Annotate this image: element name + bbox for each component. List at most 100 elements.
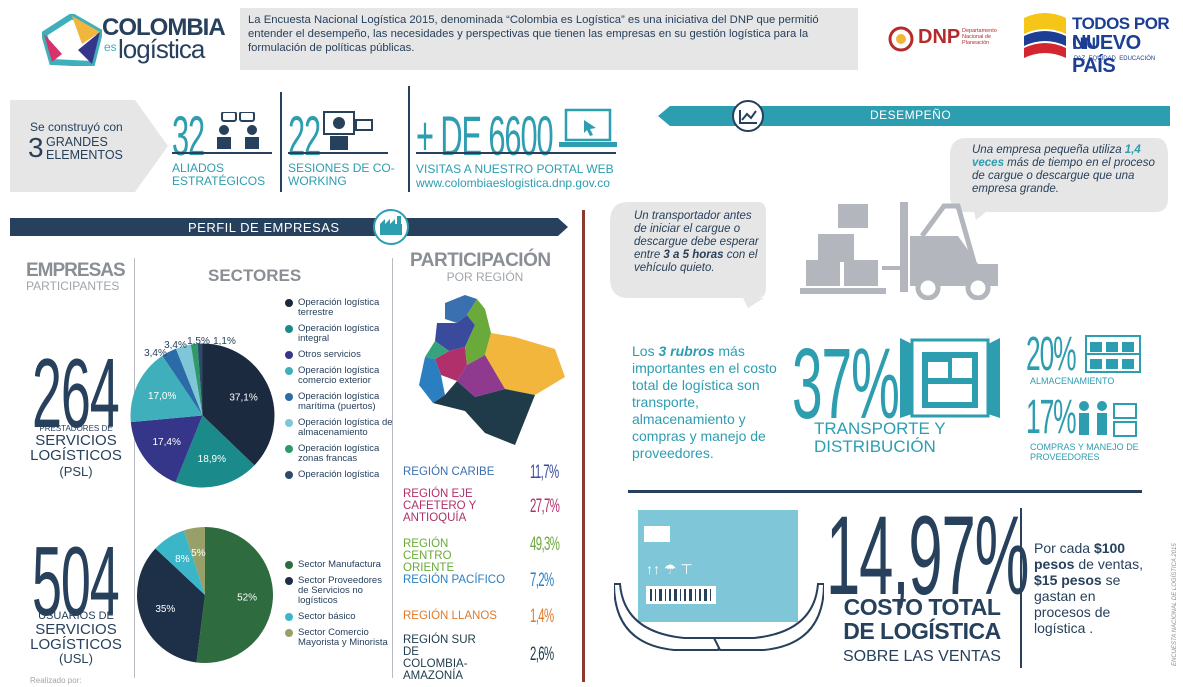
shelf-icon — [1085, 335, 1141, 373]
speech-bubble — [950, 138, 1168, 220]
usl-number: 504 — [32, 526, 120, 636]
coworking-icon — [323, 111, 373, 150]
usl-label: SERVICIOS LOGÍSTICOS — [30, 621, 122, 653]
region-value: 1,4% — [530, 606, 554, 627]
legend-swatch — [285, 367, 293, 375]
box-icon: ↑↑ ☂ ⊤ — [614, 510, 824, 651]
pie-slice — [196, 527, 273, 663]
almacen-label: ALMACENAMIENTO — [1030, 376, 1115, 386]
slice-label: 3,4% — [164, 340, 187, 351]
legend-item: Operación logística marítima (puertos) — [285, 392, 393, 412]
legend-item: Sector Proveedores de Servicios no logís… — [285, 576, 393, 606]
empresas-title: EMPRESAS — [26, 260, 126, 281]
bubble-text: Una empresa pequeña utiliza 1,4 veces má… — [972, 144, 1157, 196]
slice-label: 18,9% — [198, 454, 226, 465]
text: de ventas, — [1074, 556, 1143, 572]
gov-flag — [1024, 13, 1066, 58]
pie-slice — [155, 530, 205, 595]
desempeno-bar — [658, 100, 1170, 132]
almacen-value: 20% — [1026, 328, 1077, 381]
psl-label: SERVICIOS LOGÍSTICOS — [30, 432, 122, 464]
participacion-title: PARTICIPACIÓN — [410, 250, 551, 271]
region-value: 2,6% — [530, 644, 554, 665]
elements-arrow — [10, 100, 168, 192]
region-name: REGIÓN PACÍFICO — [403, 574, 506, 586]
region-list: REGIÓN CARIBE 11,7% REGIÓN EJE CAFETERO … — [403, 462, 578, 682]
legend-item: Sector Comercio Mayorista y Minorista — [285, 628, 393, 648]
bubble-text: Un transportador antes de iniciar el car… — [634, 210, 760, 275]
people-icon — [217, 112, 259, 149]
legend-item: Otros servicios — [285, 350, 393, 360]
slice-label: 1,1% — [213, 336, 236, 347]
underline — [172, 152, 272, 154]
compras-value: 17% — [1026, 391, 1077, 444]
credit: Realizado por: — [30, 676, 82, 685]
region-name: REGIÓN LLANOS — [403, 610, 497, 622]
highlight: 3 rubros — [658, 343, 715, 359]
slice-label: 37,1% — [229, 393, 257, 404]
legend-item: Sector Manufactura — [285, 560, 393, 570]
usl-label: USUARIOS DE — [38, 610, 114, 622]
costo-label: DE LOGÍSTICA — [843, 618, 1001, 644]
pie-slice — [130, 355, 203, 423]
region-name: REGIÓN SUR DE COLOMBIA-AMAZONÍA — [403, 634, 476, 682]
pie-slice — [190, 343, 203, 416]
costo-value: 14,97% — [826, 493, 1029, 618]
legend-swatch — [285, 419, 293, 427]
legend-item: Operación logística terrestre — [285, 298, 393, 318]
legend-label: Operación logística — [298, 469, 380, 480]
separator — [280, 92, 282, 192]
transporte-label: TRANSPORTE Y DISTRIBUCIÓN — [814, 419, 946, 456]
legend-label: Operación logística comercio exterior — [298, 365, 380, 386]
gov-text: TODOS POR UN — [1072, 14, 1170, 53]
separator — [408, 86, 410, 192]
text: Por cada — [1034, 540, 1094, 556]
underline — [288, 152, 388, 154]
slice-label: 35% — [155, 604, 175, 615]
legend-label: Sector Comercio Mayorista y Minorista — [298, 627, 388, 648]
usl-label: (USL) — [59, 651, 93, 666]
elements-number: 3 — [28, 132, 44, 163]
legend-swatch — [285, 351, 293, 359]
legend: Sector Manufactura Sector Proveedores de … — [285, 560, 388, 670]
region-value: 11,7% — [530, 462, 559, 483]
pie-slice — [197, 343, 203, 416]
divider — [628, 490, 1142, 493]
slice-label: 1,5% — [187, 336, 210, 347]
container-icon — [900, 338, 1000, 418]
legend-label: Sector Manufactura — [298, 559, 381, 570]
text: más importantes en el costo total de log… — [632, 343, 777, 461]
legend-label: Operación logística marítima (puertos) — [298, 391, 380, 412]
transporte-value: 37% — [792, 328, 900, 440]
sectores-title: SECTORES — [208, 266, 302, 285]
legend-item: Operación logística comercio exterior — [285, 366, 393, 386]
dnp-seal — [888, 26, 914, 52]
underline — [416, 152, 616, 154]
intro-box: La Encuesta Nacional Logística 2015, den… — [240, 8, 858, 70]
region-name: REGIÓN CENTRO ORIENTE — [403, 538, 455, 574]
text: Un transportador antes de iniciar el car… — [634, 210, 759, 261]
pie-slice — [183, 527, 205, 595]
legend-swatch — [285, 445, 293, 453]
slice-label: 8% — [175, 554, 190, 565]
text: se gastan en procesos de logística . — [1034, 572, 1121, 636]
legend-swatch — [285, 613, 293, 621]
symbols: ↑↑ ☂ ⊤ — [646, 561, 693, 577]
separator — [134, 258, 135, 678]
participacion-subtitle: POR REGIÓN — [446, 270, 524, 284]
legend-swatch — [285, 393, 293, 401]
highlight: 1,4 veces — [972, 144, 1141, 169]
stat-url: www.colombiaeslogistica.dnp.gov.co — [416, 176, 610, 190]
legend-swatch — [285, 325, 293, 333]
speech-bubble — [610, 202, 766, 308]
separator — [392, 258, 393, 678]
text: Una empresa pequeña utiliza — [972, 144, 1125, 156]
logo-text: COLOMBIA — [102, 14, 226, 41]
legend-label: Otros servicios — [298, 349, 361, 360]
legend-item: Sector básico — [285, 612, 393, 622]
map — [419, 295, 565, 445]
dnp-text: DNP — [918, 26, 961, 48]
text: más de tiempo en el proceso de cargue o … — [972, 157, 1155, 195]
pie-slice — [175, 415, 255, 488]
